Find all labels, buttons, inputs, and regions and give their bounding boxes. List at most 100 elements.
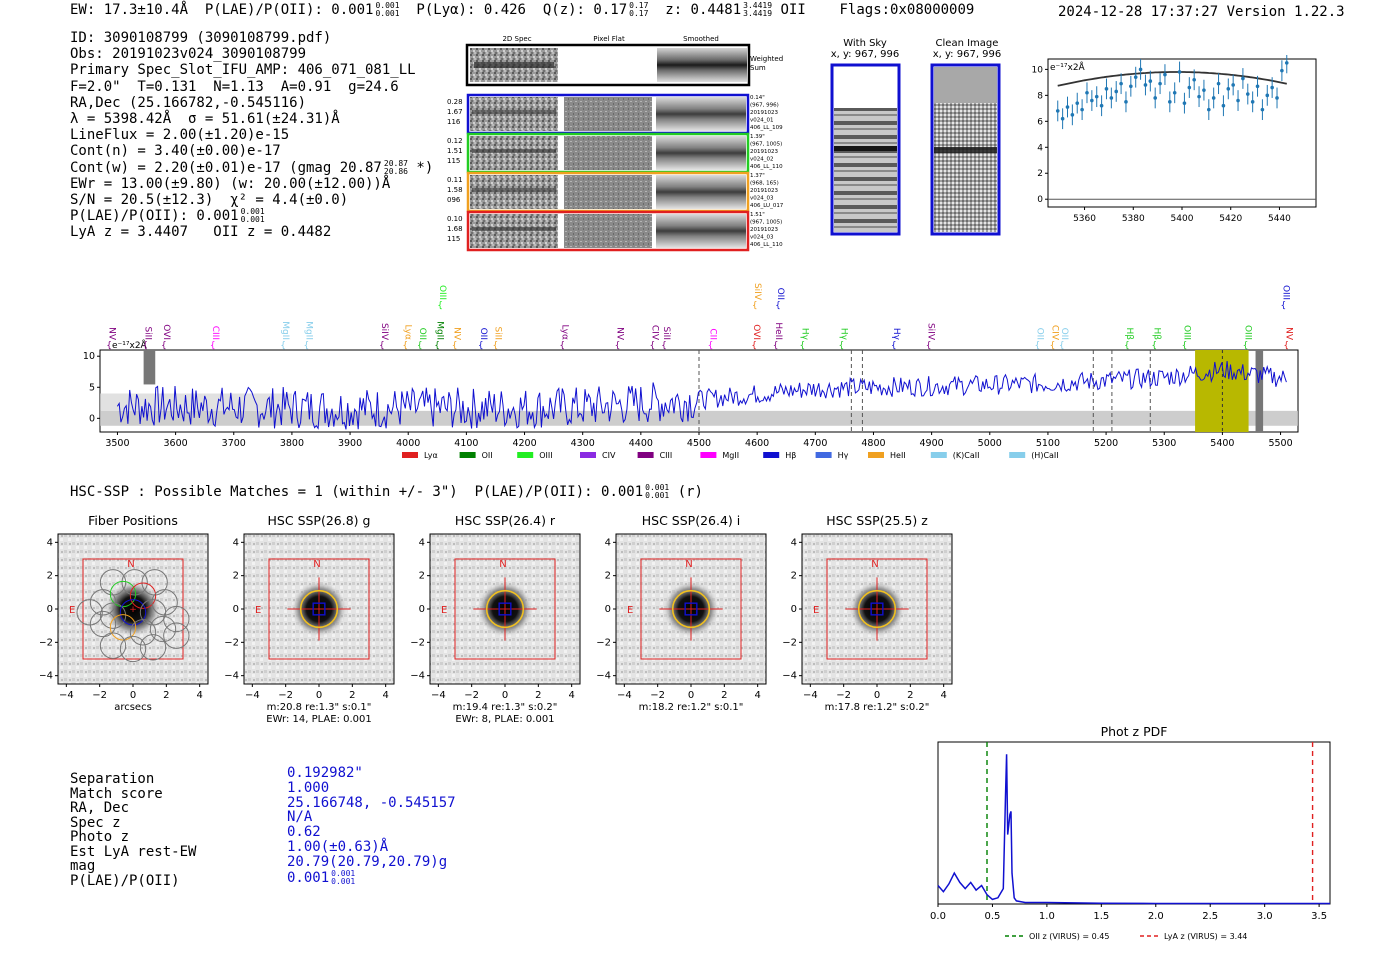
weighted-sum-label-2: Sum: [750, 64, 766, 72]
hsc-ytick-label: 2: [47, 571, 53, 582]
hsc-aperture-circle: [857, 589, 897, 629]
hsc-ytick-label: −2: [224, 637, 239, 648]
line-label-text: SiIV: [752, 283, 762, 301]
detection-info: ID: 3090108799 (3090108799.pdf) Obs: 201…: [70, 30, 433, 241]
cutout-row-info: 406_LL_110: [750, 242, 783, 248]
fiber-circle: [109, 614, 137, 641]
line-label-text: NV: [615, 327, 625, 341]
line-label-text: CIV: [649, 325, 659, 341]
hsc-ytick-label: −2: [410, 637, 425, 648]
full-xtick-label: 4500: [687, 438, 711, 449]
cutout-row-info: 406_LL_109: [750, 125, 783, 131]
cutout-row-pixelflat: [564, 175, 652, 209]
info-primary: Primary Spec_Slot_IFU_AMP: 406_071_081_L…: [70, 62, 416, 79]
header-datetime-version: 2024-12-28 17:37:27 Version 1.22.3: [1058, 4, 1345, 20]
zoom-data-point: [1265, 93, 1270, 98]
photz-pdf-curve: [937, 754, 1330, 905]
zoom-data-point: [1114, 89, 1119, 94]
hsc-xtick-label: 0: [316, 690, 322, 701]
legend-swatch: [580, 452, 596, 458]
cutout-row-stat: 1.67: [447, 108, 463, 116]
fiber-circle: [76, 599, 103, 626]
full-line-label: CIII{: [210, 326, 220, 351]
hsc-xtick-label: −2: [650, 690, 665, 701]
full-legend-item: Hγ: [815, 451, 849, 460]
info-contw: Cont(w) = 2.20(±0.01)e-17 (gmag 20.87 20.…: [70, 158, 434, 176]
line-label-text: CIII: [210, 326, 220, 340]
header-qz-frac: 0.17 0.17: [629, 1, 649, 18]
fiber-circle: [89, 610, 117, 638]
full-line-label: OIII{: [1243, 325, 1253, 351]
zoom-ytick-label: 6: [1037, 117, 1043, 127]
line-label-text: OIII: [1243, 325, 1253, 340]
full-xtick-label: 5300: [1152, 438, 1176, 449]
hsc-panel: HSC SSP(26.4) i N E 4 2 0 −2 −4 −4 −2 0 2 4 m:18.2 re…: [596, 513, 767, 713]
cutout-row-smoothed: [656, 97, 746, 131]
full-line-label: OIII{: [1280, 285, 1290, 311]
cutout-row-smoothed: [656, 175, 746, 209]
hsc-ytick-label: 4: [791, 537, 797, 548]
cutout-col-title-2dspec: 2D Spec: [502, 35, 531, 43]
hsc-ytick-label: 2: [419, 571, 425, 582]
full-line-label: OII{: [775, 288, 785, 311]
zoom-data-point: [1221, 103, 1226, 108]
hsc-ytick-label: 0: [791, 604, 797, 615]
full-line-label: CIV{: [1050, 325, 1060, 351]
cutout-row-info: (967, 996): [750, 103, 779, 109]
zoom-data-point: [1133, 75, 1138, 79]
hsc-xtick-label: −4: [59, 690, 74, 701]
hsc-search-box: [640, 558, 742, 660]
match-value: 20.79(20.79,20.79)g: [287, 853, 448, 870]
full-xtick-label: 5000: [978, 438, 1002, 449]
line-label-brace: {: [417, 341, 423, 351]
zoom-ytick-label: 0: [1037, 195, 1043, 205]
full-legend-item: Hβ: [763, 451, 796, 460]
hsc-panel: HSC SSP(26.8) g N E 4 2 0 −2 −4 −4 −2 0 2 4 m:20.8 re…: [224, 513, 395, 725]
full-spectrum-chart: 3500 3600 3700 3800 3900 4000 4100 4200 4300 4400…: [83, 283, 1299, 460]
zoom-data-point: [1153, 96, 1157, 100]
hsc-search-box: [82, 558, 184, 660]
hsc-panel-title: Fiber Positions: [88, 513, 178, 528]
hsc-caption: m:18.2 re:1.2" s:0.1": [639, 702, 744, 713]
zoom-data-point: [1109, 96, 1114, 100]
hsc-xtick-label: 0: [130, 690, 136, 701]
hsc-ytick-label: 4: [47, 537, 53, 548]
line-label-brace: {: [1124, 341, 1130, 351]
zoom-units-label: e⁻¹⁷x2Å: [1050, 61, 1086, 73]
fiber-circle: [99, 602, 127, 629]
full-line-label: Hγ{: [891, 328, 901, 351]
cutout-row-pixelflat: [564, 97, 652, 131]
line-label-brace: {: [1182, 341, 1188, 351]
zoom-spectrum-chart: 5360 5380 5400 5420 5440 0 2 4 6 8 10 e⁻¹⁷x2Å: [1032, 55, 1317, 224]
line-label-brace: {: [559, 341, 565, 351]
weighted-sum-smoothed: [657, 48, 747, 82]
info-contn: Cont(n) = 3.40(±0.00)e-17: [70, 143, 281, 160]
header-z: z: 0.4481: [665, 2, 742, 18]
fiber-circle: [99, 632, 127, 659]
info-ewr: EWr = 13.00(±9.80) (w: 20.00(±12.00))Å: [70, 175, 391, 192]
cutout-row-smoothed: [656, 136, 746, 170]
cutout-row: 0.12 1.51 115 1.39" (967, 1005)20191023 v024_…: [447, 132, 783, 174]
line-label-text: SiII: [142, 326, 152, 340]
match-value: 0.192982": [287, 765, 363, 781]
hsc-search-box: [268, 558, 370, 660]
match-label: Photo z: [70, 829, 130, 845]
line-label-brace: {: [402, 341, 408, 351]
full-line-label: OIII{: [437, 285, 447, 311]
zoom-data-point: [1231, 83, 1235, 87]
fiber-circle: [139, 634, 167, 661]
line-label-brace: {: [1059, 341, 1065, 351]
photz-xtick-label: 1.0: [1039, 911, 1055, 922]
header-plae-frac: 0.001 0.001: [375, 1, 400, 18]
line-label-text: CIV: [1050, 325, 1060, 341]
zoom-data-point: [1119, 81, 1123, 86]
header-flags: Flags:0x08000009: [839, 2, 975, 18]
full-line-label: OII{: [478, 328, 488, 351]
cutout-panels: 2D Spec Pixel Flat Smoothed Weighted Sum…: [447, 35, 784, 252]
line-label-text: OII: [1059, 328, 1069, 340]
photz-xtick-label: 0.0: [930, 911, 946, 922]
line-label-brace: {: [752, 301, 758, 311]
hsc-north-label: N: [127, 559, 134, 570]
hsc-caption: m:17.8 re:1.2" s:0.2": [825, 702, 930, 713]
